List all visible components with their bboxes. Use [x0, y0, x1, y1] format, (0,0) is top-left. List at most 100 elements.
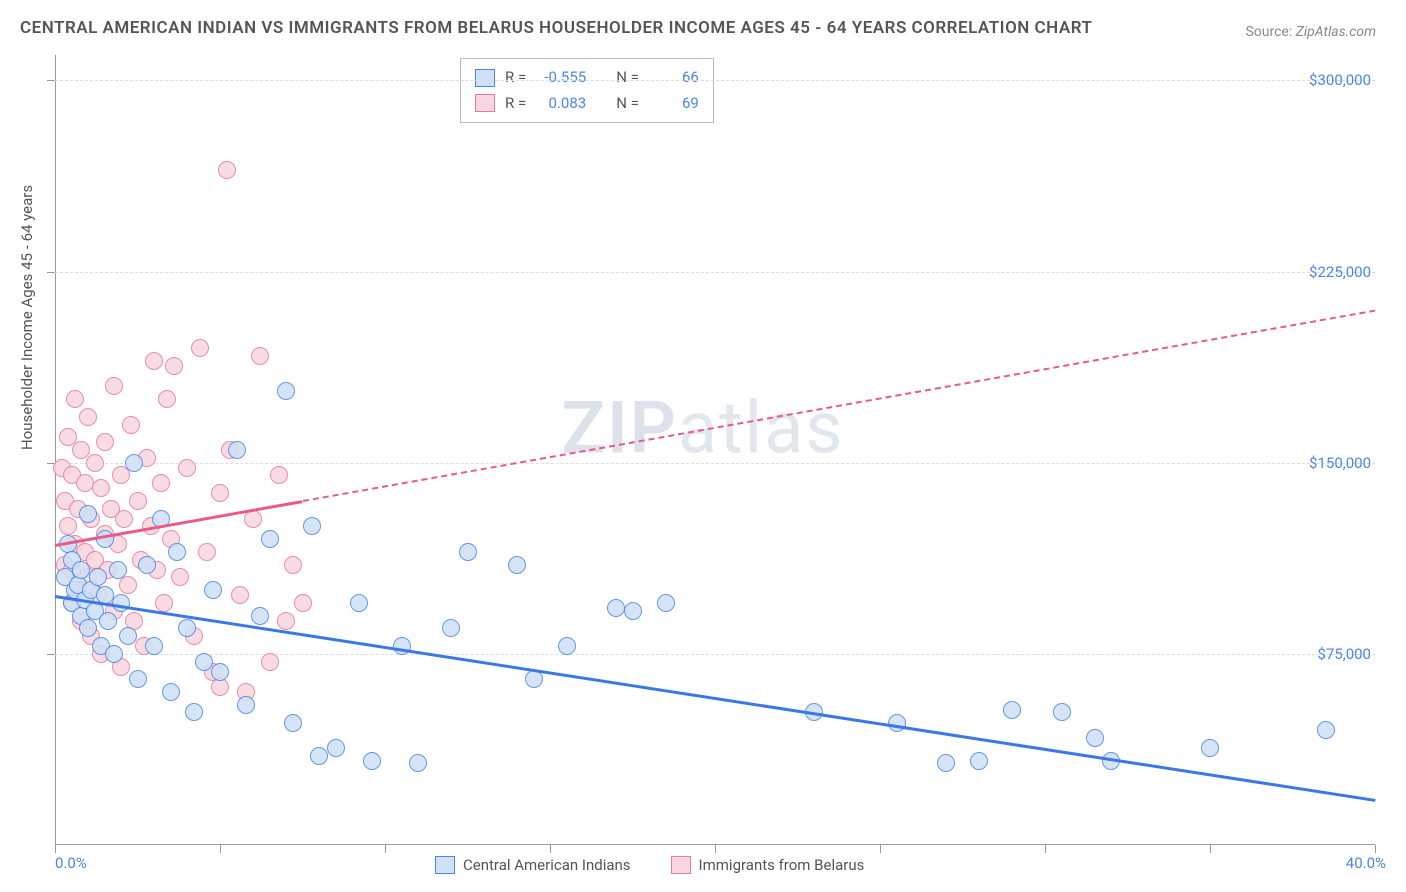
r-label: R = — [505, 91, 526, 117]
gridline — [55, 272, 1375, 273]
data-point — [138, 556, 156, 574]
data-point — [198, 543, 216, 561]
ytick-label: $225,000 — [1309, 263, 1371, 281]
ytick-mark — [47, 272, 55, 273]
data-point — [937, 754, 955, 772]
xtick-label: 0.0% — [55, 854, 87, 872]
y-axis-label: Householder Income Ages 45 - 64 years — [18, 185, 36, 450]
xtick-mark — [715, 845, 716, 853]
data-point — [327, 739, 345, 757]
ytick-mark — [47, 654, 55, 655]
data-point — [66, 390, 84, 408]
data-point — [237, 696, 255, 714]
data-point — [99, 612, 117, 630]
data-point — [105, 377, 123, 395]
correlation-stats-box: R = -0.555 N = 66 R = 0.083 N = 69 — [460, 58, 714, 123]
data-point — [350, 594, 368, 612]
data-point — [86, 454, 104, 472]
data-point — [211, 663, 229, 681]
data-point — [558, 637, 576, 655]
data-point — [109, 561, 127, 579]
ytick-label: $75,000 — [1317, 645, 1371, 663]
data-point — [294, 594, 312, 612]
data-point — [657, 594, 675, 612]
data-point — [888, 714, 906, 732]
data-point — [277, 382, 295, 400]
n-label: N = — [616, 65, 639, 91]
stats-row-series2: R = 0.083 N = 69 — [475, 91, 699, 117]
r-value-series1: -0.555 — [536, 65, 586, 91]
data-point — [970, 752, 988, 770]
data-point — [122, 416, 140, 434]
legend-label-series1: Central American Indians — [463, 856, 631, 874]
legend: Central American Indians Immigrants from… — [435, 856, 864, 874]
data-point — [270, 466, 288, 484]
data-point — [1003, 701, 1021, 719]
source-label: Source: — [1245, 24, 1292, 40]
n-value-series1: 66 — [649, 65, 699, 91]
swatch-series1 — [475, 69, 495, 87]
data-point — [244, 510, 262, 528]
n-label: N = — [616, 91, 639, 117]
data-point — [1201, 739, 1219, 757]
data-point — [1053, 703, 1071, 721]
data-point — [251, 607, 269, 625]
data-point — [96, 433, 114, 451]
data-point — [218, 161, 236, 179]
xtick-mark — [550, 845, 551, 853]
gridline — [55, 654, 1375, 655]
data-point — [89, 568, 107, 586]
source-attribution: Source: ZipAtlas.com — [1245, 24, 1376, 40]
legend-swatch-series1 — [435, 856, 455, 874]
legend-swatch-series2 — [671, 856, 691, 874]
data-point — [59, 517, 77, 535]
data-point — [76, 474, 94, 492]
xtick-mark — [220, 845, 221, 853]
data-point — [125, 454, 143, 472]
data-point — [284, 556, 302, 574]
ytick-label: $300,000 — [1309, 71, 1371, 89]
data-point — [79, 619, 97, 637]
data-point — [231, 586, 249, 604]
data-point — [79, 408, 97, 426]
data-point — [525, 670, 543, 688]
plot-area — [55, 55, 1375, 845]
data-point — [363, 752, 381, 770]
data-point — [204, 581, 222, 599]
xtick-mark — [880, 845, 881, 853]
xtick-mark — [55, 845, 56, 853]
data-point — [409, 754, 427, 772]
data-point — [145, 352, 163, 370]
data-point — [228, 441, 246, 459]
xtick-mark — [1045, 845, 1046, 853]
data-point — [158, 390, 176, 408]
data-point — [284, 714, 302, 732]
r-value-series2: 0.083 — [536, 91, 586, 117]
data-point — [79, 505, 97, 523]
n-value-series2: 69 — [649, 91, 699, 117]
data-point — [168, 543, 186, 561]
data-point — [96, 530, 114, 548]
data-point — [119, 576, 137, 594]
data-point — [152, 474, 170, 492]
data-point — [303, 517, 321, 535]
data-point — [162, 683, 180, 701]
data-point — [211, 484, 229, 502]
data-point — [72, 561, 90, 579]
chart-title: CENTRAL AMERICAN INDIAN VS IMMIGRANTS FR… — [20, 18, 1092, 38]
data-point — [105, 645, 123, 663]
data-point — [155, 594, 173, 612]
data-point — [115, 510, 133, 528]
legend-item-series1: Central American Indians — [435, 856, 631, 874]
data-point — [92, 479, 110, 497]
data-point — [129, 670, 147, 688]
swatch-series2 — [475, 94, 495, 112]
ytick-label: $150,000 — [1309, 454, 1371, 472]
data-point — [195, 653, 213, 671]
data-point — [277, 612, 295, 630]
ytick-mark — [47, 80, 55, 81]
data-point — [145, 637, 163, 655]
data-point — [251, 347, 269, 365]
xtick-mark — [385, 845, 386, 853]
data-point — [178, 459, 196, 477]
